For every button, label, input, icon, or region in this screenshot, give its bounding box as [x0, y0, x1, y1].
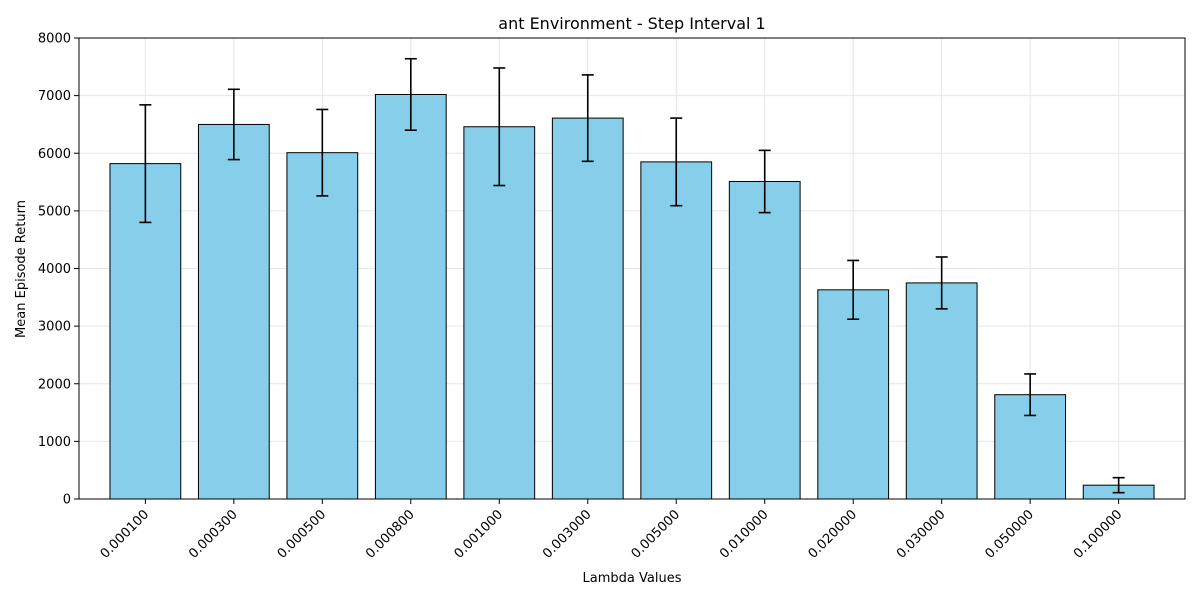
x-axis-label: Lambda Values — [583, 571, 682, 586]
bar — [640, 161, 713, 500]
y-tick-label: 5000 — [38, 204, 71, 219]
error-bar — [847, 259, 860, 321]
error-bar — [404, 57, 417, 131]
x-tick-label: 0.030000 — [894, 507, 948, 561]
y-tick-label: 6000 — [38, 147, 71, 162]
bar — [374, 93, 447, 500]
y-tick-label: 2000 — [38, 377, 71, 392]
bar — [817, 289, 890, 500]
bar — [728, 180, 801, 500]
x-axis-ticks: 0.000100 0.000300 0.000500 0.000800 0.001000… — [98, 499, 1125, 562]
x-tick-label: 0.000500 — [275, 507, 329, 561]
x-tick-label: 0.001000 — [452, 507, 506, 561]
chart-title: ant Environment - Step Interval 1 — [498, 14, 765, 33]
error-bar — [227, 88, 240, 161]
error-bar — [1024, 373, 1037, 417]
bars — [109, 93, 1155, 500]
error-bar — [493, 67, 506, 187]
bar — [905, 282, 978, 500]
y-tick-label: 4000 — [38, 262, 71, 277]
x-tick-label: 0.100000 — [1071, 507, 1125, 561]
error-bar — [758, 149, 771, 214]
error-bar — [139, 104, 152, 224]
bar — [551, 117, 624, 500]
error-bar — [670, 117, 683, 207]
error-bars — [139, 57, 1125, 494]
x-tick-label: 0.050000 — [983, 507, 1037, 561]
bar — [463, 126, 536, 500]
y-axis-label: Mean Episode Return — [14, 200, 29, 338]
error-bar — [581, 74, 594, 163]
x-tick-label: 0.000800 — [363, 507, 417, 561]
x-tick-label: 0.000100 — [98, 507, 152, 561]
bar — [286, 152, 359, 500]
x-tick-label: 0.005000 — [629, 507, 683, 561]
y-tick-label: 1000 — [38, 435, 71, 450]
x-tick-label: 0.020000 — [806, 507, 860, 561]
y-tick-label: 3000 — [38, 320, 71, 335]
error-bar — [316, 108, 329, 197]
y-tick-label: 0 — [63, 493, 71, 508]
y-tick-label: 8000 — [38, 32, 71, 47]
y-axis-ticks: 0 1000 2000 3000 4000 5000 6000 7000 8000 — [38, 32, 79, 508]
bar — [109, 163, 182, 500]
x-tick-label: 0.000300 — [186, 507, 240, 561]
bar — [197, 123, 270, 500]
x-tick-label: 0.003000 — [540, 507, 594, 561]
x-tick-label: 0.010000 — [717, 507, 771, 561]
y-tick-label: 7000 — [38, 89, 71, 104]
error-bar — [1112, 476, 1125, 494]
error-bar — [935, 256, 948, 310]
